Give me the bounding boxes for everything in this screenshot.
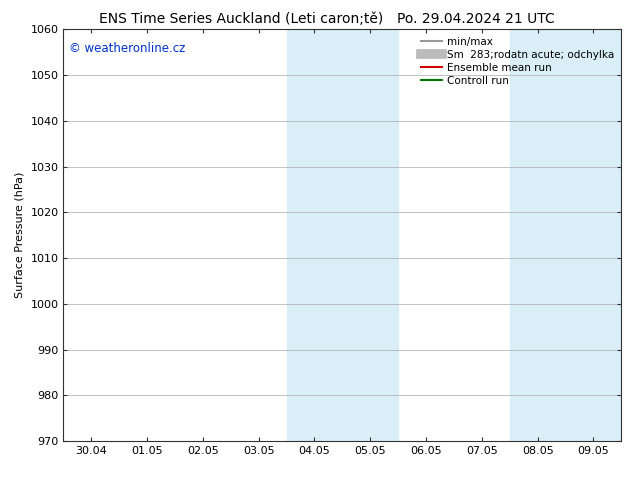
Text: © weatheronline.cz: © weatheronline.cz	[69, 42, 185, 55]
Bar	[342, 29, 398, 441]
Legend: min/max, Sm  283;rodatn acute; odchylka, Ensemble mean run, Controll run: min/max, Sm 283;rodatn acute; odchylka, …	[417, 32, 618, 90]
Bar	[287, 29, 342, 441]
Bar	[566, 29, 621, 441]
Text: ENS Time Series Auckland (Leti caron;tě): ENS Time Series Auckland (Leti caron;tě)	[99, 12, 383, 26]
Bar	[510, 29, 566, 441]
Y-axis label: Surface Pressure (hPa): Surface Pressure (hPa)	[15, 172, 25, 298]
Text: Po. 29.04.2024 21 UTC: Po. 29.04.2024 21 UTC	[397, 12, 554, 26]
